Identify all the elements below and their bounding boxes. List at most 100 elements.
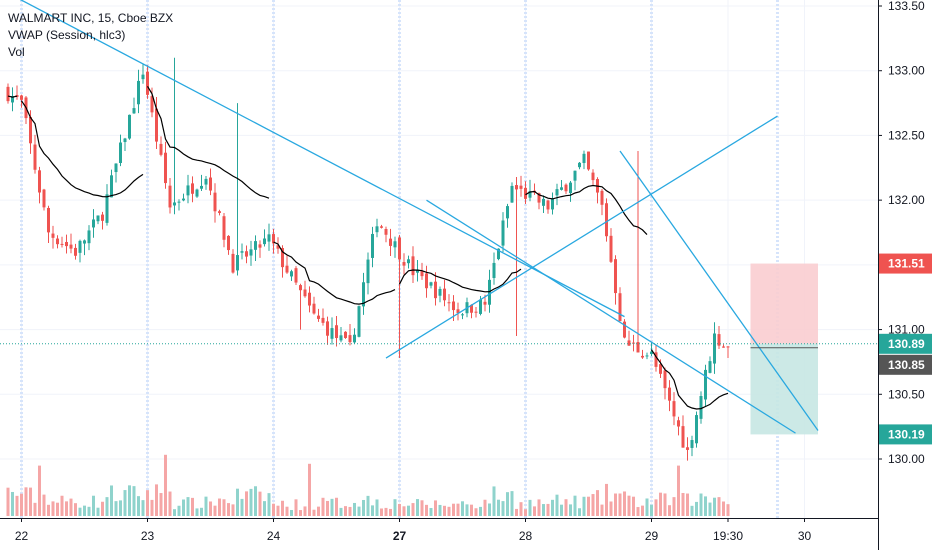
candle[interactable] xyxy=(474,306,478,318)
candle[interactable] xyxy=(173,57,176,215)
candle[interactable] xyxy=(330,317,334,345)
candle[interactable] xyxy=(339,326,343,343)
candle[interactable] xyxy=(159,136,163,157)
candle[interactable] xyxy=(92,209,95,238)
candle[interactable] xyxy=(344,331,347,339)
candle[interactable] xyxy=(389,228,392,257)
volume-indicator-label[interactable]: Vol xyxy=(8,45,25,59)
candle[interactable] xyxy=(69,233,73,254)
candle[interactable] xyxy=(528,179,532,202)
candle[interactable] xyxy=(150,87,154,118)
trendline[interactable] xyxy=(426,199,796,434)
candle[interactable] xyxy=(609,228,613,263)
candle[interactable] xyxy=(357,305,361,338)
candle[interactable] xyxy=(623,319,626,339)
candle[interactable] xyxy=(83,239,86,256)
candle[interactable] xyxy=(668,380,671,412)
candle[interactable] xyxy=(128,114,131,140)
candle[interactable] xyxy=(240,243,244,260)
candle[interactable] xyxy=(582,150,586,170)
candle[interactable] xyxy=(393,236,397,258)
candle[interactable] xyxy=(78,239,82,263)
candle[interactable] xyxy=(285,255,289,274)
candle[interactable] xyxy=(326,316,329,345)
candle[interactable] xyxy=(132,97,136,114)
candle[interactable] xyxy=(254,235,257,261)
candle[interactable] xyxy=(686,437,689,461)
candle[interactable] xyxy=(182,193,185,202)
candle[interactable] xyxy=(38,166,41,204)
candle[interactable] xyxy=(245,245,248,264)
candle[interactable] xyxy=(506,203,509,228)
candle[interactable] xyxy=(299,283,302,330)
candle[interactable] xyxy=(312,296,316,315)
candle[interactable] xyxy=(74,243,77,260)
candle[interactable] xyxy=(726,346,730,359)
candle[interactable] xyxy=(384,226,388,243)
candle[interactable] xyxy=(155,97,158,149)
stop-price-tag[interactable]: 131.51 xyxy=(879,253,932,274)
candle[interactable] xyxy=(677,416,680,436)
candle[interactable] xyxy=(56,235,59,249)
candle[interactable] xyxy=(569,180,572,202)
candle[interactable] xyxy=(87,225,91,251)
candle[interactable] xyxy=(402,253,406,275)
candle[interactable] xyxy=(371,226,374,268)
candle[interactable] xyxy=(555,183,559,206)
candle[interactable] xyxy=(105,184,109,226)
candle[interactable] xyxy=(663,367,667,400)
candle[interactable] xyxy=(227,235,230,255)
candle[interactable] xyxy=(704,364,707,407)
trendline[interactable] xyxy=(619,150,819,431)
candle[interactable] xyxy=(713,322,716,374)
candle[interactable] xyxy=(618,287,622,322)
target-price-tag[interactable]: 130.19 xyxy=(879,424,932,445)
candle[interactable] xyxy=(168,177,172,214)
symbol-title[interactable]: WALMART INC, 15, Cboe BZX xyxy=(8,11,174,25)
candle[interactable] xyxy=(200,174,203,191)
candle[interactable] xyxy=(137,69,140,114)
candle[interactable] xyxy=(564,183,568,195)
candle[interactable] xyxy=(218,209,221,216)
vwap-price-tag[interactable]: 130.85 xyxy=(879,354,932,375)
candle[interactable] xyxy=(119,134,122,167)
candle[interactable] xyxy=(47,205,50,243)
candle[interactable] xyxy=(353,328,356,345)
candle[interactable] xyxy=(699,391,703,424)
candle[interactable] xyxy=(348,323,352,346)
candle[interactable] xyxy=(398,235,401,359)
candle[interactable] xyxy=(591,169,595,185)
candle[interactable] xyxy=(546,199,550,214)
candle[interactable] xyxy=(551,192,554,215)
trendline[interactable] xyxy=(385,115,778,359)
candle[interactable] xyxy=(15,85,19,100)
candle[interactable] xyxy=(447,294,451,312)
candle[interactable] xyxy=(231,249,235,274)
stop-loss-zone[interactable] xyxy=(750,263,819,344)
candle[interactable] xyxy=(456,302,460,321)
candle[interactable] xyxy=(96,215,100,225)
vwap-indicator-label[interactable]: VWAP (Session, hlc3) xyxy=(8,28,126,42)
current-price-tag[interactable]: 130.89 xyxy=(879,333,932,354)
candle[interactable] xyxy=(263,229,266,247)
candle[interactable] xyxy=(164,141,167,189)
candle[interactable] xyxy=(335,316,338,347)
candle[interactable] xyxy=(470,304,473,319)
candle[interactable] xyxy=(366,252,370,295)
candle[interactable] xyxy=(695,411,698,448)
candle[interactable] xyxy=(380,224,383,229)
candle[interactable] xyxy=(236,103,239,276)
candle[interactable] xyxy=(258,240,262,258)
candle[interactable] xyxy=(222,213,226,248)
candle[interactable] xyxy=(614,255,617,305)
candle[interactable] xyxy=(654,345,658,372)
candle[interactable] xyxy=(722,344,725,348)
candle[interactable] xyxy=(641,349,644,359)
candle[interactable] xyxy=(636,150,640,353)
candle[interactable] xyxy=(420,262,424,280)
candle[interactable] xyxy=(276,237,280,254)
candle[interactable] xyxy=(290,269,293,282)
candle[interactable] xyxy=(407,255,410,269)
candle[interactable] xyxy=(51,225,55,249)
candle[interactable] xyxy=(605,198,608,242)
